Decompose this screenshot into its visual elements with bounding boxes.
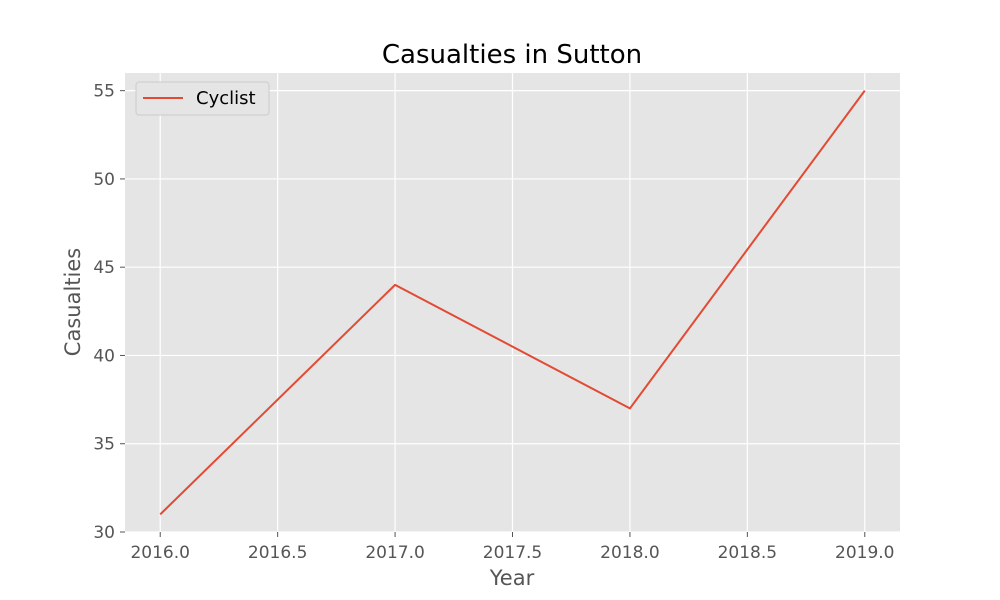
legend: Cyclist (135, 81, 270, 116)
legend-label-cyclist: Cyclist (196, 88, 256, 109)
x-axis-label: Year (489, 566, 535, 590)
y-tick-label: 55 (93, 82, 115, 102)
series-line-cyclist (159, 90, 866, 516)
chart-title: Casualties in Sutton (382, 40, 642, 70)
grid-lines (125, 73, 900, 533)
x-tick-label: 2017.0 (365, 543, 424, 563)
y-tick-label: 45 (93, 258, 115, 278)
y-tick-label: 30 (93, 523, 115, 543)
x-tick-label: 2018.0 (600, 543, 659, 563)
x-tick-label: 2018.5 (718, 543, 777, 563)
y-tick-label: 35 (93, 435, 115, 455)
x-tick-label: 2016.0 (130, 543, 189, 563)
y-tick-label: 40 (93, 346, 115, 366)
series-group (159, 90, 866, 516)
y-tick-label: 50 (93, 170, 115, 190)
x-tick-label: 2019.0 (835, 543, 894, 563)
legend-box (135, 81, 270, 116)
y-axis-label: Casualties (61, 248, 85, 356)
x-axis-ticks: 2016.0 2016.5 2017.0 2017.5 2018.0 2018.5 2019… (130, 532, 895, 563)
x-tick-label: 2017.5 (483, 543, 542, 563)
y-axis-ticks: 30 35 40 45 50 55 (93, 82, 125, 543)
x-tick-label: 2016.5 (248, 543, 307, 563)
